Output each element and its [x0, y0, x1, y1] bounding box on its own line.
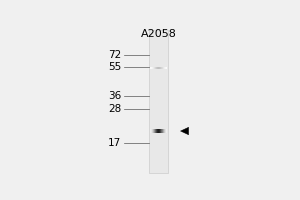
Text: 36: 36	[108, 91, 121, 101]
Bar	[151, 129, 152, 133]
Text: 55: 55	[108, 62, 121, 72]
Bar	[159, 129, 160, 133]
Bar	[162, 129, 163, 133]
Bar	[165, 129, 166, 133]
Bar	[158, 67, 159, 69]
Bar	[156, 129, 157, 133]
Polygon shape	[181, 127, 189, 135]
Bar	[166, 129, 167, 133]
Bar	[154, 129, 155, 133]
Bar	[153, 129, 154, 133]
Bar	[152, 67, 153, 69]
Bar	[157, 129, 158, 133]
Bar	[164, 129, 165, 133]
Bar	[153, 67, 154, 69]
Bar	[157, 67, 158, 69]
Bar	[164, 67, 165, 69]
Text: 17: 17	[108, 138, 121, 148]
Bar	[159, 67, 160, 69]
Bar	[163, 129, 164, 133]
Bar	[150, 67, 151, 69]
Bar	[154, 129, 155, 133]
Bar	[156, 67, 157, 69]
Bar	[160, 67, 161, 69]
Bar	[161, 67, 162, 69]
Bar	[152, 129, 153, 133]
Bar	[154, 67, 155, 69]
Text: 28: 28	[108, 104, 121, 114]
Bar	[166, 67, 167, 69]
Bar	[165, 67, 166, 69]
Text: 72: 72	[108, 50, 121, 60]
Bar	[158, 129, 159, 133]
Text: A2058: A2058	[140, 29, 176, 39]
Bar	[160, 129, 161, 133]
Bar	[155, 129, 156, 133]
Bar	[163, 67, 164, 69]
Bar	[151, 67, 152, 69]
Bar	[150, 129, 151, 133]
Bar	[160, 129, 161, 133]
Bar	[149, 30, 168, 173]
Bar	[160, 67, 161, 69]
Bar	[162, 67, 163, 69]
Bar	[154, 67, 155, 69]
Bar	[161, 129, 162, 133]
Bar	[155, 67, 156, 69]
